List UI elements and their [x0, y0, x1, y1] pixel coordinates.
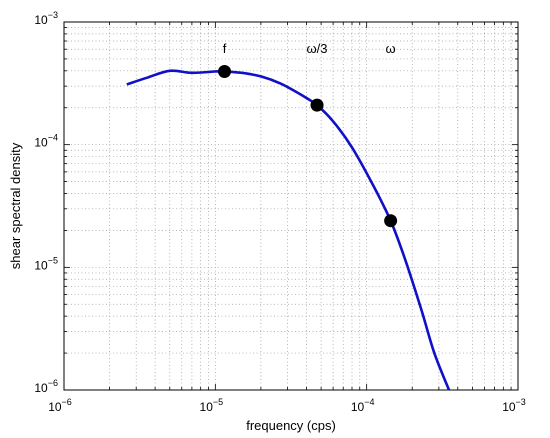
spectrum-curve: [126, 69, 451, 391]
y-tick-label: 10−5: [34, 255, 58, 272]
frequency-markers: [218, 64, 398, 228]
x-tick-label: 10−6: [48, 397, 72, 414]
frequency-marker: [384, 214, 398, 228]
axis-ticks: [63, 21, 519, 391]
frequency-marker: [218, 64, 232, 78]
frequency-marker: [310, 98, 324, 112]
frequency-annotation: f: [223, 41, 227, 56]
frequency-annotation: ω: [386, 41, 396, 56]
y-axis-label: shear spectral density: [8, 142, 23, 269]
y-tick-label: 10−3: [34, 10, 58, 27]
y-tick-label: 10−4: [34, 133, 58, 150]
frequency-annotation: ω/3: [307, 41, 328, 56]
x-axis-label: frequency (cps): [246, 418, 336, 433]
x-tick-label: 10−4: [351, 397, 375, 414]
x-tick-label: 10−3: [502, 397, 526, 414]
y-tick-label: 10−6: [34, 378, 58, 395]
grid-lines: [64, 22, 518, 390]
frequency-annotations: f ω/3 ω: [223, 41, 396, 56]
y-tick-labels: 10−6 10−5 10−4 10−3: [34, 10, 58, 395]
plot-frame: [63, 21, 519, 391]
x-tick-labels: 10−6 10−5 10−4 10−3: [48, 397, 526, 414]
x-tick-label: 10−5: [200, 397, 224, 414]
